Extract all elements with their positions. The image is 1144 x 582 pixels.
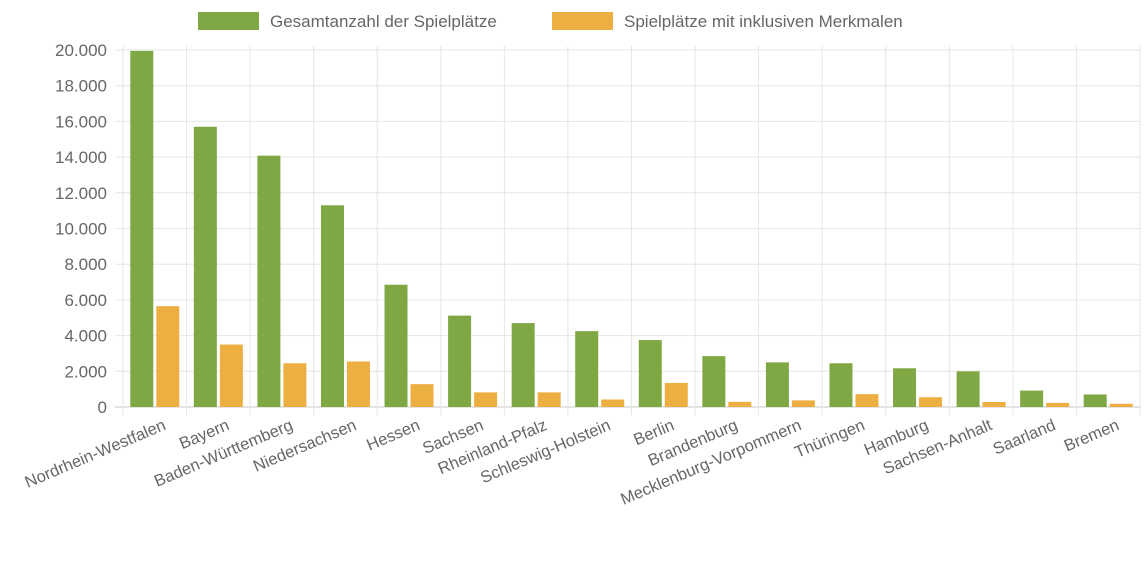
bar-inclusive-playgrounds[interactable] xyxy=(791,400,815,407)
x-tick-label: Nordrhein-Westfalen xyxy=(22,416,168,492)
bars xyxy=(130,50,1133,408)
y-tick-label: 16.000 xyxy=(55,112,107,131)
x-tick-label: Sachsen-Anhalt xyxy=(880,416,995,478)
bar-total-playgrounds[interactable] xyxy=(1083,394,1107,407)
bar-total-playgrounds[interactable] xyxy=(956,371,980,407)
legend-item[interactable]: Spielplätze mit inklusiven Merkmalen xyxy=(552,12,903,31)
y-tick-label: 10.000 xyxy=(55,220,107,239)
bar-total-playgrounds[interactable] xyxy=(320,205,344,407)
bar-inclusive-playgrounds[interactable] xyxy=(1046,402,1070,407)
bar-total-playgrounds[interactable] xyxy=(765,362,789,407)
bar-total-playgrounds[interactable] xyxy=(575,331,599,407)
bar-inclusive-playgrounds[interactable] xyxy=(410,384,434,407)
legend-label: Spielplätze mit inklusiven Merkmalen xyxy=(624,12,903,31)
bar-inclusive-playgrounds[interactable] xyxy=(283,363,307,407)
legend-swatch xyxy=(198,12,259,30)
y-tick-label: 2.000 xyxy=(64,362,107,381)
x-axis: Nordrhein-Westfalen BayernBaden-Württembe… xyxy=(22,416,1121,509)
bar-inclusive-playgrounds[interactable] xyxy=(728,401,752,407)
y-tick-label: 20.000 xyxy=(55,41,107,60)
bar-total-playgrounds[interactable] xyxy=(193,126,217,407)
bar-total-playgrounds[interactable] xyxy=(1020,390,1044,407)
y-tick-label: 14.000 xyxy=(55,148,107,167)
x-tick-label: Saarland xyxy=(990,416,1058,458)
bar-total-playgrounds[interactable] xyxy=(448,315,472,407)
bar-total-playgrounds[interactable] xyxy=(702,356,726,407)
y-tick-label: 6.000 xyxy=(64,291,107,310)
y-tick-label: 18.000 xyxy=(55,77,107,96)
bar-total-playgrounds[interactable] xyxy=(893,368,917,407)
bar-inclusive-playgrounds[interactable] xyxy=(346,361,370,407)
grid-lines xyxy=(115,46,1141,415)
bar-inclusive-playgrounds[interactable] xyxy=(601,399,625,407)
x-tick-label: Thüringen xyxy=(792,416,867,462)
bar-total-playgrounds[interactable] xyxy=(130,50,154,408)
y-tick-label: 4.000 xyxy=(64,327,107,346)
y-tick-label: 12.000 xyxy=(55,184,107,203)
bar-total-playgrounds[interactable] xyxy=(384,284,408,407)
x-tick-label: Bremen xyxy=(1062,416,1122,455)
bar-inclusive-playgrounds[interactable] xyxy=(855,394,879,407)
bar-inclusive-playgrounds[interactable] xyxy=(982,402,1006,407)
bar-inclusive-playgrounds[interactable] xyxy=(1109,403,1133,407)
x-tick-label: Hessen xyxy=(364,416,423,454)
bar-total-playgrounds[interactable] xyxy=(511,323,535,407)
bar-total-playgrounds[interactable] xyxy=(257,155,281,407)
bar-inclusive-playgrounds[interactable] xyxy=(474,392,498,407)
bar-inclusive-playgrounds[interactable] xyxy=(537,392,561,407)
legend-item[interactable]: Gesamtanzahl der Spielplätze xyxy=(198,12,497,31)
chart-legend: Gesamtanzahl der Spielplätze Spielplätze … xyxy=(198,12,903,31)
bar-inclusive-playgrounds[interactable] xyxy=(664,382,688,407)
legend-label: Gesamtanzahl der Spielplätze xyxy=(270,12,497,31)
bar-inclusive-playgrounds[interactable] xyxy=(919,397,943,407)
bar-total-playgrounds[interactable] xyxy=(829,363,853,407)
y-tick-label: 8.000 xyxy=(64,255,107,274)
y-tick-label: 0 xyxy=(98,398,107,417)
bar-inclusive-playgrounds[interactable] xyxy=(219,344,243,407)
bar-inclusive-playgrounds[interactable] xyxy=(156,306,180,407)
bar-total-playgrounds[interactable] xyxy=(638,340,662,407)
legend-swatch xyxy=(552,12,613,30)
y-axis: 0 2.000 4.000 6.000 8.000 10.000 12.000 14.000 1… xyxy=(55,41,107,417)
